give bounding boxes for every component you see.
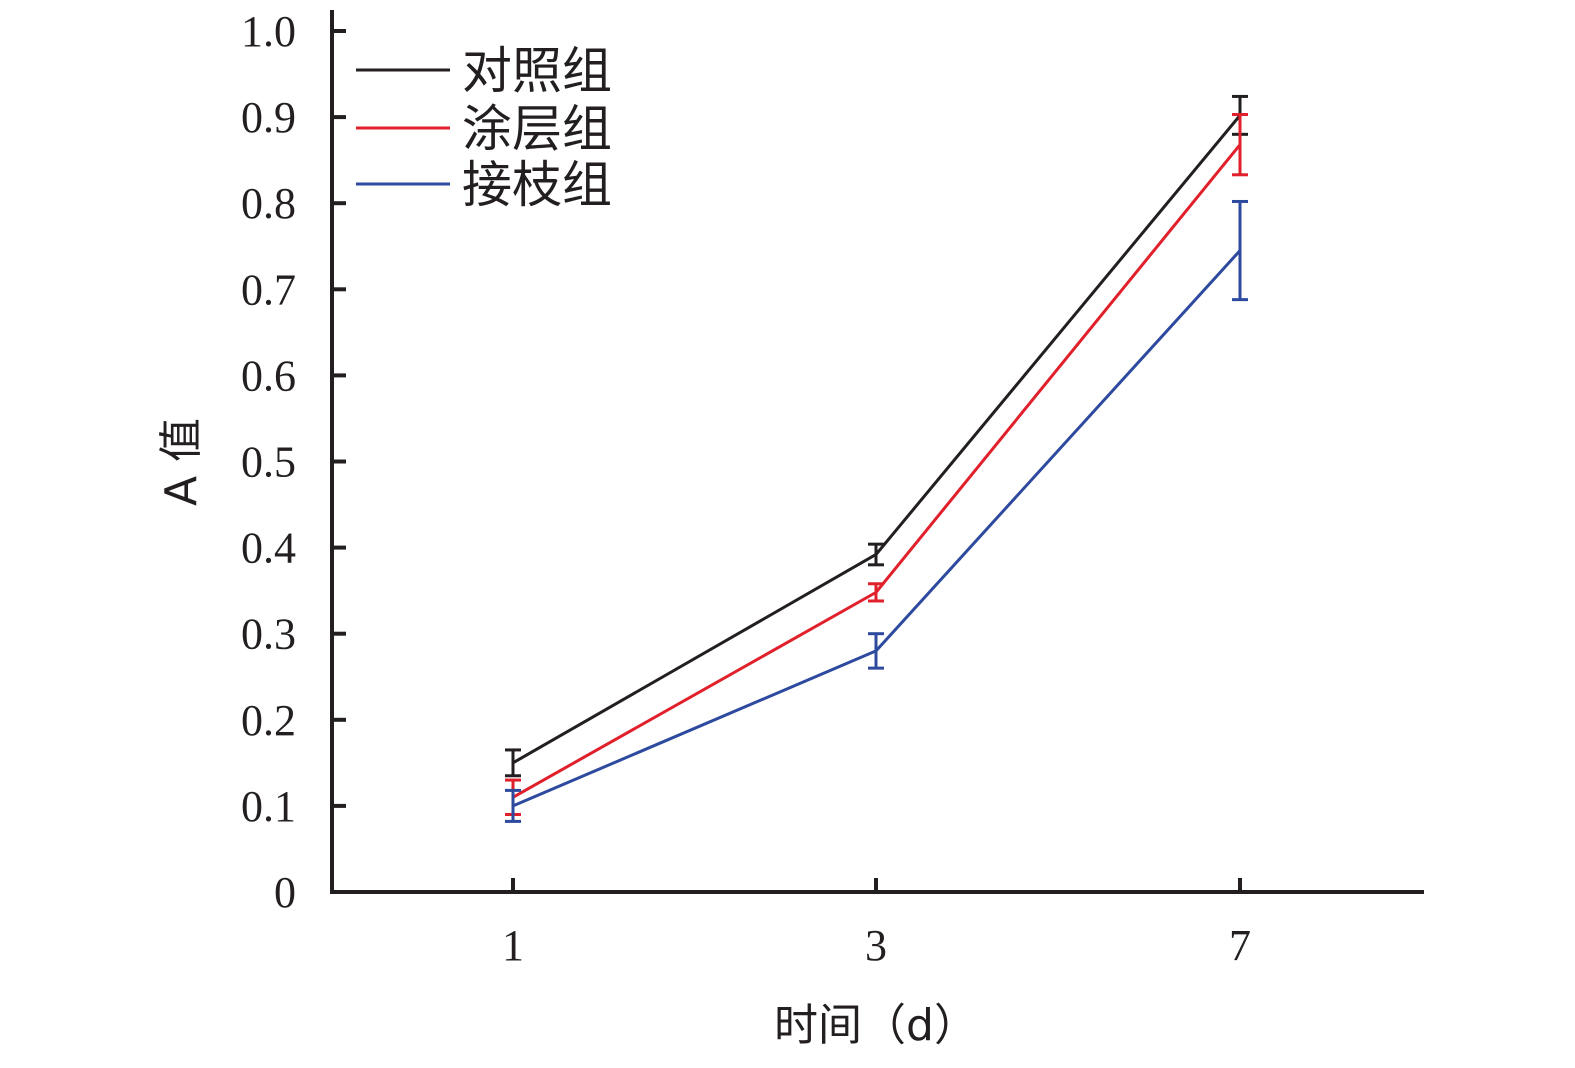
y-tick-label: 0.9 <box>241 93 296 142</box>
x-ticks: 1 3 7 <box>502 878 1251 970</box>
y-tick-label: 0.6 <box>241 351 296 400</box>
series-group <box>505 113 1248 817</box>
series-group <box>505 94 1248 778</box>
x-axis-title: 时间（d） <box>774 1000 978 1051</box>
y-tick-label: 0.8 <box>241 179 296 228</box>
y-tick-label: 0.5 <box>241 438 296 487</box>
y-tick-label: 0.4 <box>241 524 296 573</box>
legend-label: 涂层组 <box>462 100 612 158</box>
legend-label: 对照组 <box>462 42 612 100</box>
series-line <box>512 249 1242 808</box>
legend-label: 接枝组 <box>462 156 612 214</box>
y-tick-label: 0.2 <box>241 696 296 745</box>
y-tick-label: 0.1 <box>241 782 296 831</box>
x-tick-label: 7 <box>1229 921 1251 970</box>
y-tick-label: 1.0 <box>241 7 296 56</box>
series-layer <box>505 94 1248 823</box>
y-tick-label: 0.7 <box>241 265 296 314</box>
series-group <box>505 199 1248 823</box>
y-ticks: 0 0.1 0.2 0.3 0.4 0.5 0.6 0.7 0.8 0.9 1.0 <box>241 7 346 917</box>
x-tick-label: 1 <box>502 921 524 970</box>
x-tick-label: 3 <box>865 921 887 970</box>
y-tick-label: 0 <box>274 868 296 917</box>
y-axis-title: A 值 <box>156 418 207 506</box>
y-tick-label: 0.3 <box>241 610 296 659</box>
